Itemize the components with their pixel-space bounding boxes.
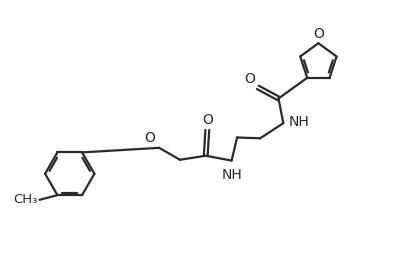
Text: NH: NH bbox=[288, 115, 309, 129]
Text: O: O bbox=[312, 27, 323, 41]
Text: O: O bbox=[144, 131, 155, 145]
Text: O: O bbox=[244, 72, 255, 86]
Text: NH: NH bbox=[221, 168, 242, 182]
Text: CH₃: CH₃ bbox=[13, 193, 38, 206]
Text: O: O bbox=[202, 113, 212, 127]
